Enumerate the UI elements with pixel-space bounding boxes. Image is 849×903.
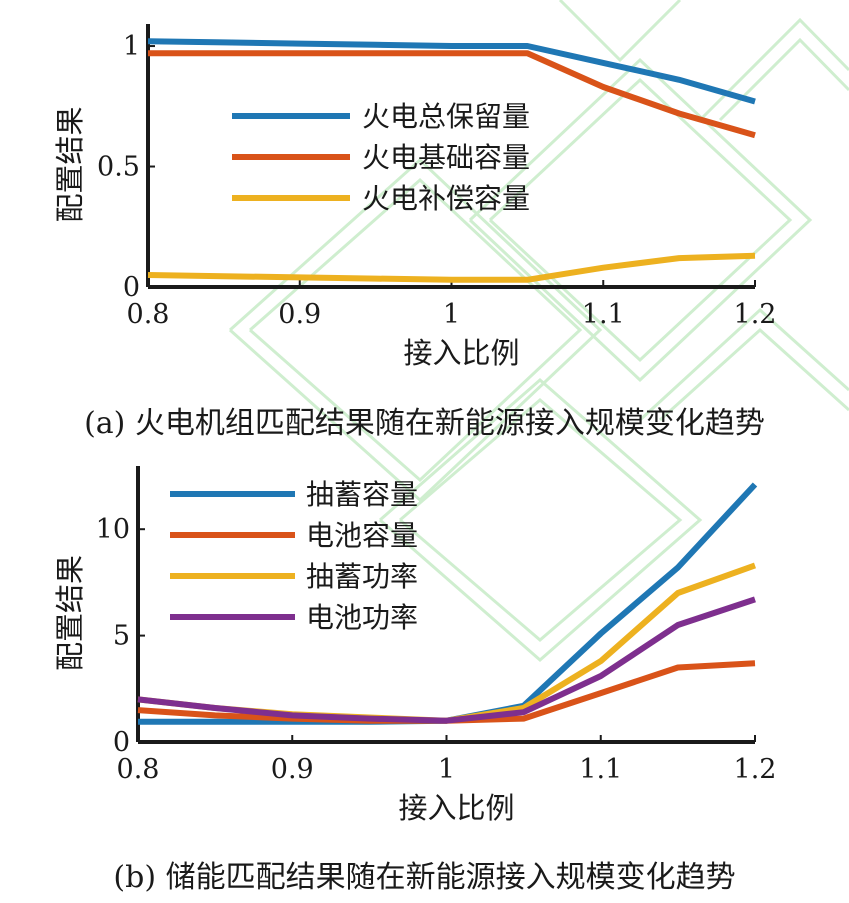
chart-a-series-line-1 [147,38,756,105]
caption-b: (b) 储能匹配结果随在新能源接入规模变化趋势 [113,860,736,895]
chart-b-y-tick-label: 5 [113,621,130,652]
chart-b-legend-label: 抽蓄容量 [306,478,418,511]
chart-a-x-tick-label: 1 [443,299,460,330]
chart-a-y-axis-label: 配置结果 [53,106,87,222]
chart-b-y-tick-label: 10 [96,514,130,545]
chart-b-x-tick-label: 1.1 [579,754,622,785]
chart-a-x-tick-label: 1.2 [734,299,777,330]
chart-a-series-line-3 [147,252,756,283]
chart-a-legend-label: 火电总保留量 [362,100,530,133]
chart-a-svg: 0.8 0.9 1 1.1 1.2 0 0.5 1 接入比例 配置结果 火电总保留量火电基础容量火电… [53,24,777,370]
chart-b-legend-label: 电池容量 [306,519,418,552]
chart-a-legend-label: 火电基础容量 [362,141,530,174]
chart-b-legend-label: 电池功率 [306,601,418,634]
chart-b-series-line-4 [137,596,756,724]
chart-b-x-tick-label: 0.9 [271,754,314,785]
chart-a-x-tick-label: 0.8 [127,299,170,330]
caption-a: (a) 火电机组匹配结果随在新能源接入规模变化趋势 [84,406,765,441]
chart-b: 0.8 0.9 1 1.1 1.2 0 5 10 接入比例 配置结果 抽蓄容量电池容量抽蓄功率电池功… [0,452,849,856]
chart-a-x-tick-label: 1.1 [582,299,625,330]
chart-b-y-tick-label: 0 [113,727,130,758]
chart-b-x-tick-label: 1 [438,754,455,785]
chart-a-x-tick-label: 0.9 [278,299,321,330]
chart-b-legend-label: 抽蓄功率 [306,560,418,593]
chart-a-legend-label: 火电补偿容量 [362,182,530,215]
chart-b-svg: 0.8 0.9 1 1.1 1.2 0 5 10 接入比例 配置结果 抽蓄容量电池容量抽蓄功率电池功… [53,466,777,825]
chart-b-y-axis-label: 配置结果 [53,555,87,671]
chart-a-x-axis-label: 接入比例 [403,336,519,370]
chart-a-series-line-2 [148,50,756,139]
chart-a: 0.8 0.9 1 1.1 1.2 0 0.5 1 接入比例 配置结果 火电总保留量 火电基础容量 火电… [0,0,849,402]
chart-b-x-axis-label: 接入比例 [398,791,514,825]
chart-b-x-tick-label: 1.2 [734,754,777,785]
chart-a-y-tick-label: 0.5 [97,152,140,183]
chart-a-y-tick-label: 1 [123,31,140,62]
chart-b-series-line-3 [137,562,757,724]
chart-b-x-tick-label: 0.8 [117,754,160,785]
chart-a-y-tick-label: 0 [123,272,140,303]
